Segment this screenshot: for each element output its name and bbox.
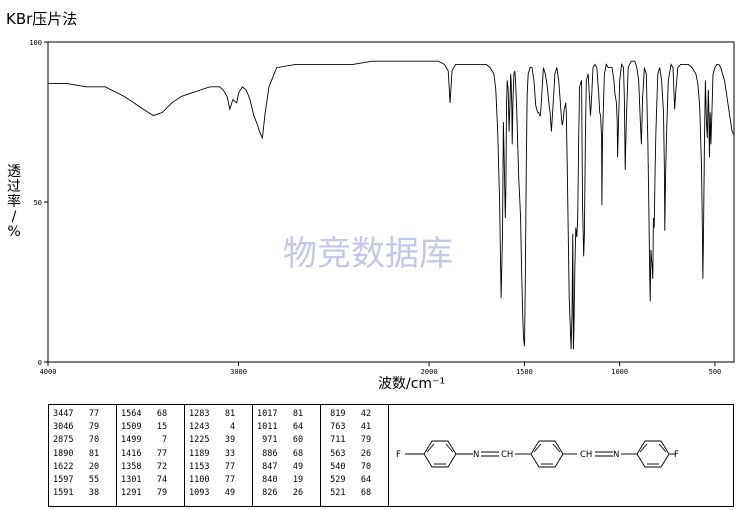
peak-row: 3046 79 (53, 422, 100, 433)
atom-f-left: F (396, 450, 401, 460)
chart-title: KBr压片法 (6, 10, 78, 28)
benzene-ring-1 (423, 440, 457, 468)
peak-row: 2875 70 (53, 435, 100, 446)
x-tick-label: 3000 (230, 368, 247, 376)
peak-row: 971 60 (257, 435, 304, 446)
peak-row: 1283 81 (189, 409, 236, 419)
peak-row: 1591 38 (53, 488, 100, 499)
peak-row: 1597 55 (53, 475, 100, 486)
atom-ch-right: CH (580, 450, 592, 460)
y-tick-label: 50 (34, 199, 42, 207)
peak-row: 840 19 (257, 475, 304, 486)
peak-row: 1622 20 (53, 461, 100, 472)
watermark: 物竞数据库 (283, 234, 453, 274)
peak-row: 711 79 (325, 435, 372, 446)
peak-row: 1093 49 (189, 488, 236, 499)
peak-row: 540 70 (325, 461, 372, 472)
spectrum-line (48, 60, 735, 350)
peak-row: 521 68 (325, 488, 372, 499)
peak-row: 886 68 (257, 448, 304, 459)
x-tick-label: 1500 (516, 368, 533, 376)
y-axis-label: 透过率/% (7, 164, 21, 240)
peak-row: 1499 7 (121, 435, 168, 446)
atom-f-right: F (674, 450, 679, 460)
peak-row: 1564 68 (121, 409, 168, 419)
atom-n-right: N (613, 450, 619, 460)
x-tick-label: 1000 (611, 368, 628, 376)
peak-row: 1153 77 (189, 461, 236, 472)
peak-row: 819 42 (325, 409, 372, 419)
x-tick-label: 500 (709, 368, 722, 376)
peak-row: 529 64 (325, 475, 372, 486)
y-tick-label: 0 (38, 359, 42, 367)
peak-row: 1890 81 (53, 448, 100, 459)
peak-row: 1509 15 (121, 422, 168, 433)
peak-row: 1301 74 (121, 475, 168, 486)
peak-row: 1291 79 (121, 488, 168, 499)
peak-row: 826 26 (257, 488, 304, 499)
peak-row: 563 26 (325, 448, 372, 459)
peak-row: 1358 72 (121, 461, 168, 472)
x-tick-label: 4000 (40, 368, 57, 376)
peak-column: 1017 81 1011 64 971 60 886 68 847 49 840 … (253, 405, 321, 506)
atom-ch-left: CH (501, 450, 513, 460)
axis-ticks: 4000 3000 2000 1500 1000 500 0 50 100 (29, 39, 721, 376)
peak-row: 1011 64 (257, 422, 304, 433)
peak-row: 1243 4 (189, 422, 236, 433)
peak-row: 1416 77 (121, 448, 168, 459)
atom-n-left: N (473, 450, 479, 460)
peak-row: 1017 81 (257, 409, 304, 419)
peak-column: 3447 77 3046 79 2875 70 1890 81 1622 20 1597 … (49, 405, 117, 506)
peak-column: 819 42 763 41 711 79 563 26 540 70 529 6… (321, 405, 389, 506)
ir-spectrum-chart: 物竞数据库 4000 3000 2000 1500 1000 500 0 50 100 透过率/… (7, 39, 735, 392)
peak-row: 1100 77 (189, 475, 236, 486)
peak-row: 847 49 (257, 461, 304, 472)
peak-table: 3447 77 3046 79 2875 70 1890 81 1622 20 1597 … (48, 404, 734, 507)
peak-row: 763 41 (325, 422, 372, 433)
peak-row: 3447 77 (53, 409, 100, 419)
molecule-structure: F N CH CH N F (391, 405, 733, 506)
x-axis-label: 波数/cm⁻¹ (378, 376, 445, 392)
peak-column: 1564 68 1509 15 1499 7 1416 77 1358 72 1301 7… (117, 405, 185, 506)
peak-column: 1283 81 1243 4 1225 39 1189 33 1153 77 1100 7… (185, 405, 253, 506)
plot-frame (47, 41, 735, 363)
x-tick-label: 2000 (421, 368, 438, 376)
peak-row: 1225 39 (189, 435, 236, 446)
peak-row: 1189 33 (189, 448, 236, 459)
benzene-ring-3 (636, 440, 670, 468)
y-tick-label: 100 (29, 39, 42, 47)
benzene-ring-2 (530, 440, 564, 468)
